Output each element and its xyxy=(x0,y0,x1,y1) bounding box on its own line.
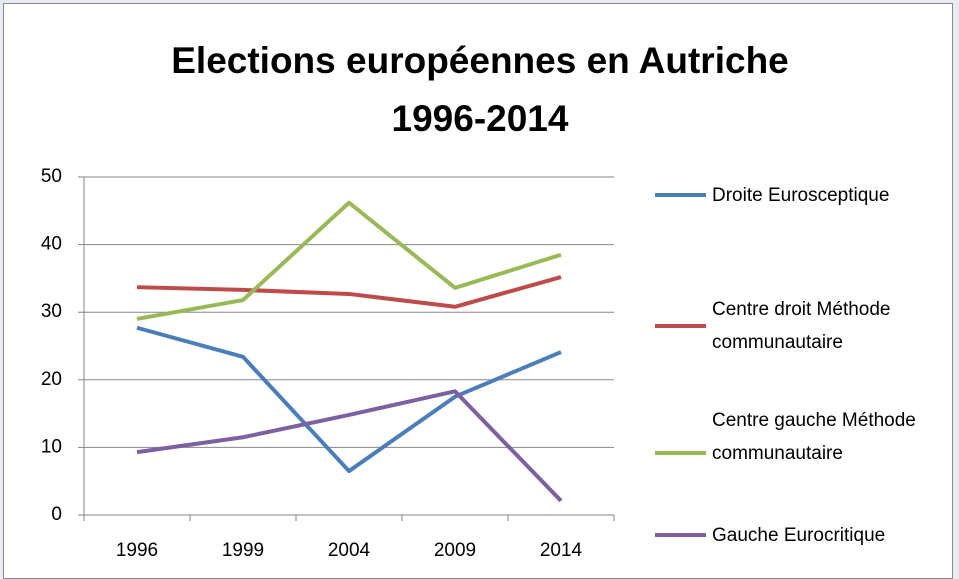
x-tick-label: 2004 xyxy=(328,540,371,561)
legend-label: Centre gauche Méthode communautaire xyxy=(712,409,916,464)
series-line xyxy=(136,325,562,474)
series-line xyxy=(136,389,563,503)
series-line xyxy=(136,200,562,321)
x-tick-label: 1999 xyxy=(222,540,264,561)
legend-label: Droite Eurosceptique xyxy=(712,184,890,206)
x-tick-label: 1996 xyxy=(116,540,158,561)
legend-label: Centre droit Méthode communautaire xyxy=(712,299,891,353)
y-tick-label: 40 xyxy=(41,234,62,255)
series-line xyxy=(136,275,562,309)
chart-panel xyxy=(3,3,953,579)
y-tick-label: 0 xyxy=(51,504,62,525)
chart-title: Elections européennes en Autriche 1996-2… xyxy=(171,40,789,139)
x-tick-label: 2014 xyxy=(540,540,583,561)
y-tick-label: 30 xyxy=(41,301,62,322)
legend-label: Gauche Eurocritique xyxy=(712,524,886,546)
y-tick-label: 50 xyxy=(41,166,62,187)
x-tick-label: 2009 xyxy=(434,540,476,561)
y-tick-label: 10 xyxy=(41,436,62,457)
y-tick-label: 20 xyxy=(41,369,62,390)
